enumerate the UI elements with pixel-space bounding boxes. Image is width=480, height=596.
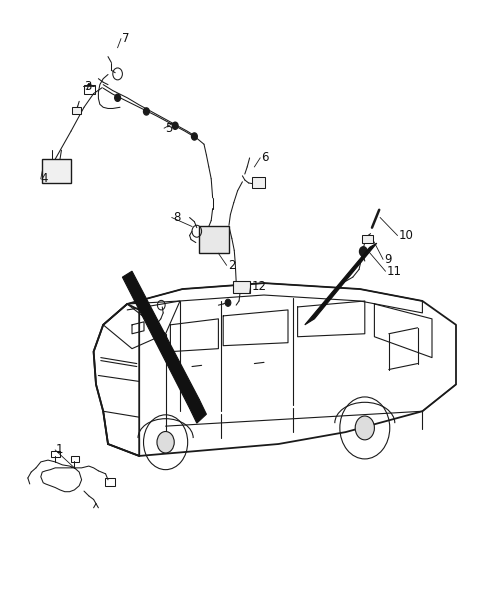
Circle shape [360,247,367,256]
Polygon shape [190,399,206,423]
Bar [233,281,250,293]
Text: 6: 6 [262,151,269,164]
Polygon shape [305,243,377,325]
Bar [362,235,373,243]
Circle shape [157,432,174,453]
Text: 3: 3 [84,80,91,93]
Bar [84,85,95,94]
Text: 11: 11 [386,265,401,278]
Bar [51,451,60,457]
Text: 4: 4 [41,172,48,185]
Text: 10: 10 [398,229,413,242]
Text: 5: 5 [166,122,173,135]
Text: 7: 7 [122,32,130,45]
Bar [42,159,71,183]
Circle shape [192,133,197,140]
Bar [199,226,229,253]
Bar [72,107,81,114]
Circle shape [172,122,178,129]
Circle shape [144,108,149,115]
Bar [252,177,265,188]
Circle shape [115,94,120,101]
Bar [71,456,79,462]
Text: 9: 9 [384,253,392,266]
Polygon shape [122,271,199,408]
Text: 2: 2 [228,259,236,272]
Circle shape [355,416,374,440]
Bar [105,478,115,486]
Text: 1: 1 [55,443,63,457]
Text: 12: 12 [252,280,267,293]
Text: 8: 8 [173,211,180,224]
Circle shape [225,299,231,306]
